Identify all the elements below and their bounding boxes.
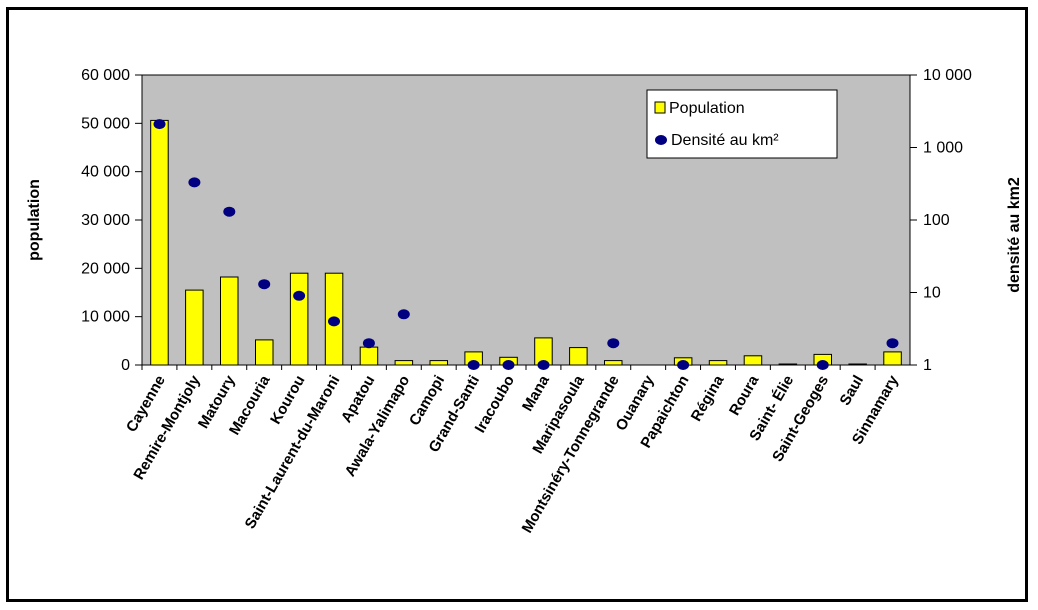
density-point-4 — [293, 290, 306, 301]
bar-21 — [883, 351, 902, 366]
bar-3 — [255, 339, 274, 366]
density-point-13 — [607, 338, 620, 349]
right-tick-label: 10 000 — [923, 67, 972, 84]
bar-1 — [185, 289, 204, 366]
bar-18 — [778, 363, 798, 366]
category-label: Saul — [837, 373, 868, 409]
legend-swatch-density — [655, 135, 667, 145]
category-label: Awala-Yalimapo — [342, 373, 414, 480]
legend-box — [646, 89, 838, 159]
density-point-10 — [502, 360, 515, 370]
bar-0 — [150, 119, 169, 366]
bar-4 — [289, 272, 309, 366]
bar-17 — [743, 355, 763, 366]
left-tick-label: 10 000 — [81, 309, 130, 326]
legend-label-population: Population — [669, 100, 745, 117]
legend-label-density: Densité au km² — [671, 132, 779, 149]
bar-6 — [359, 346, 379, 366]
density-point-5 — [328, 316, 340, 327]
bar-7 — [394, 360, 414, 366]
density-point-15 — [677, 360, 690, 370]
right-tick-label: 10 — [923, 285, 941, 302]
density-point-3 — [258, 279, 271, 290]
left-tick-label: 0 — [121, 357, 130, 374]
left-tick-label: 40 000 — [81, 164, 130, 181]
right-tick-label: 100 — [923, 212, 950, 229]
points-group — [153, 119, 899, 370]
density-point-6 — [362, 338, 375, 349]
category-label: Mana — [519, 372, 553, 414]
bar-8 — [429, 360, 448, 366]
density-point-9 — [467, 360, 480, 370]
left-tick-label: 60 000 — [81, 67, 130, 84]
category-labels: CayenneRemire-MontjolyMatouryMacouriaKou… — [123, 365, 902, 536]
density-point-2 — [223, 206, 236, 217]
right-tick-label: 1 000 — [923, 140, 963, 157]
bars-group — [150, 119, 902, 366]
density-point-0 — [153, 119, 166, 130]
density-point-19 — [816, 360, 829, 370]
bar-2 — [220, 276, 239, 366]
legend-swatch-population — [654, 101, 666, 114]
bar-13 — [604, 360, 623, 366]
right-tick-label: 1 — [923, 357, 932, 374]
legend: Population Densité au km² — [646, 89, 838, 159]
left-tick-label: 20 000 — [81, 260, 130, 277]
bar-12 — [569, 347, 588, 366]
bar-20 — [848, 363, 867, 366]
left-axis: 0 10 000 20 000 30 000 40 000 50 000 60 000 — [81, 67, 143, 374]
bar-16 — [708, 360, 728, 366]
category-label: Régina — [688, 372, 728, 424]
density-point-11 — [537, 360, 550, 370]
left-tick-label: 50 000 — [81, 115, 130, 132]
density-point-21 — [886, 338, 899, 349]
density-point-7 — [397, 309, 410, 320]
left-tick-label: 30 000 — [81, 212, 130, 229]
category-label: Roura — [726, 372, 763, 419]
density-point-1 — [188, 177, 201, 188]
left-axis-title: population — [26, 179, 43, 261]
right-axis: 1 10 100 1 000 10 000 — [909, 67, 972, 374]
right-axis-title: densité au km2 — [1006, 177, 1023, 293]
